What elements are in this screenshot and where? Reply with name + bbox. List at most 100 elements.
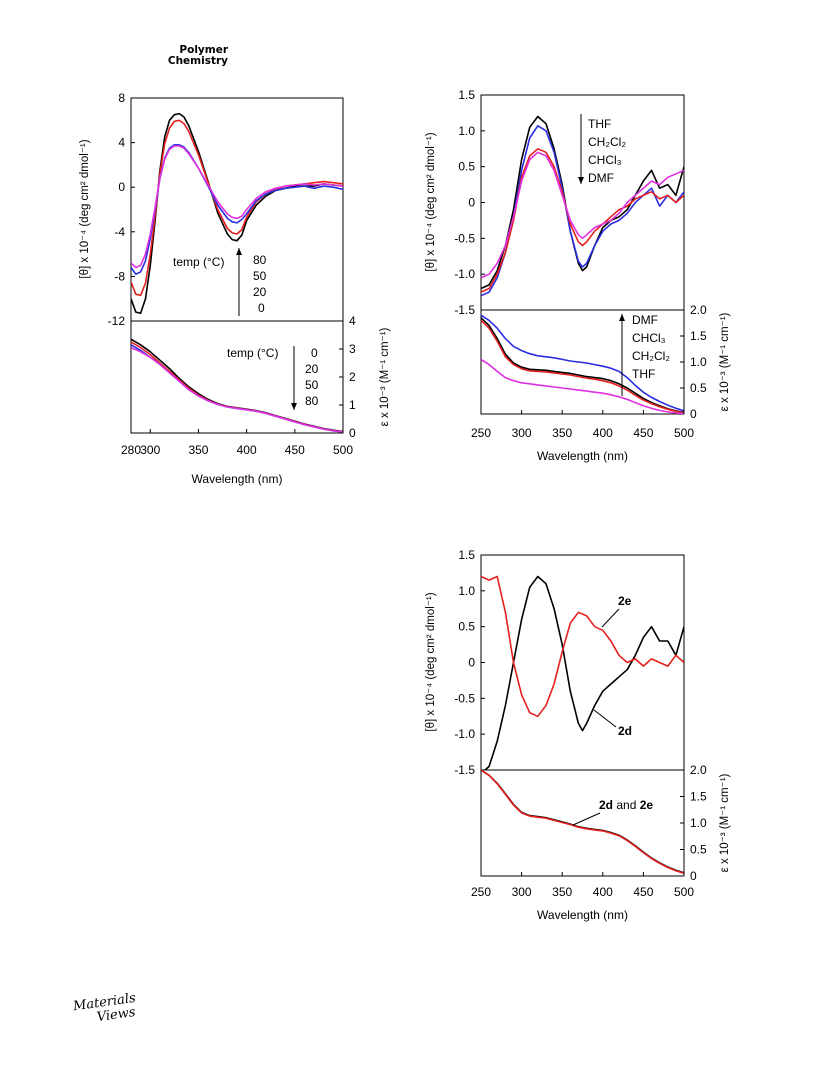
fig-a-cd-series — [131, 112, 343, 314]
fig-c-uv-label-2d: 2d — [599, 798, 613, 812]
fig-c-uv-ylabel: ε x 10⁻³ (M⁻¹ cm⁻¹) — [719, 773, 731, 872]
fig-b-cd-ytick-label: -1.0 — [454, 267, 475, 281]
fig-b-cd-solvent-item: CHCl₃ — [588, 153, 622, 167]
fig-b-cd-ytick-label: 1.0 — [458, 124, 475, 138]
fig-a-cd-ytick-label: 8 — [118, 91, 125, 105]
fig-a-xlabel: Wavelength (nm) — [192, 472, 283, 486]
fig-a-xtick-label: 350 — [188, 443, 208, 457]
fig-b-cd-series-4-line — [481, 151, 684, 279]
fig-a-uv-series — [131, 338, 343, 433]
fig-b-uv-ytick-label: 1.5 — [690, 329, 707, 343]
fig-c-cd-yticks: -1.5 -1.0 -0.5 0 0.5 1.0 1.5 — [454, 548, 485, 777]
fig-c-uv-ytick-label: 1.0 — [690, 816, 707, 830]
fig-c-uv-label: 2d and 2e — [599, 798, 653, 812]
fig-b-uv-yticks: 0 0.5 1.0 1.5 2.0 — [680, 303, 707, 421]
figure-b: -1.5 -1.0 -0.5 0 0.5 1.0 1.5 [θ] x 10⁻⁴ (deg cm… — [425, 88, 731, 463]
fig-b-uv-solvent-item: DMF — [632, 313, 658, 327]
figure-a-cd-plot: -12 -8 -4 0 4 8 [θ] x 10⁻⁴ (deg cm² dmol⁻¹) tem… — [79, 91, 344, 328]
fig-b-cd-ytick-label: -0.5 — [454, 231, 475, 245]
fig-c-label-2d-pointer — [593, 709, 617, 728]
fig-c-xtick-label: 250 — [471, 885, 491, 899]
fig-b-cd-ytick-label: 1.5 — [458, 88, 475, 102]
fig-b-cd-series — [481, 115, 684, 297]
fig-b-uv-arrow-head — [619, 314, 625, 321]
fig-a-cd-ylabel: [θ] x 10⁻⁴ (deg cm² dmol⁻¹) — [79, 139, 91, 278]
figure-a-uv-plot: 0 1 2 3 4 ε x 10⁻³ (M⁻¹ cm⁻¹) 280 300 350 400 450 5… — [121, 314, 391, 486]
fig-c-xtick-label: 300 — [512, 885, 532, 899]
fig-b-uv-ytick-label: 0.5 — [690, 381, 707, 395]
fig-a-xtick-label: 500 — [333, 443, 353, 457]
fig-a-uv-yticks: 0 1 2 3 4 — [339, 314, 356, 440]
fig-b-cd-frame — [480, 94, 685, 311]
fig-b-uv-solvent-item: CHCl₃ — [632, 331, 666, 345]
fig-b-xlabel: Wavelength (nm) — [537, 449, 628, 463]
fig-a-xticks: 280 300 350 400 450 500 — [121, 429, 353, 457]
figure-c-cd-plot: -1.5 -1.0 -0.5 0 0.5 1.0 1.5 [θ] x 10⁻⁴ (deg cm… — [425, 548, 685, 777]
figure-b-cd-plot: -1.5 -1.0 -0.5 0 0.5 1.0 1.5 [θ] x 10⁻⁴ (deg cm… — [425, 88, 685, 317]
fig-c-xlabel: Wavelength (nm) — [537, 908, 628, 922]
fig-c-uv-ytick-label: 0 — [690, 869, 697, 883]
fig-c-cd-ylabel: [θ] x 10⁻⁴ (deg cm² dmol⁻¹) — [425, 592, 437, 731]
fig-c-label-2e: 2e — [618, 594, 632, 608]
fig-c-cd-ytick-label: 0 — [468, 656, 475, 670]
fig-b-cd-series-1-line — [481, 115, 684, 290]
fig-c-uv-label-and: and — [613, 798, 640, 812]
fig-b-cd-solvent-item: CH₂Cl₂ — [588, 135, 626, 149]
fig-c-xticks: 250 300 350 400 450 500 — [471, 872, 694, 899]
fig-b-xtick-label: 450 — [633, 426, 653, 440]
fig-a-xtick-label: 280 — [121, 443, 141, 457]
fig-a-cd-series-4-line — [131, 145, 343, 269]
fig-b-uv-ytick-label: 1.0 — [690, 355, 707, 369]
fig-c-label-2d: 2d — [618, 724, 632, 738]
fig-a-uv-ytick-label: 0 — [349, 426, 356, 440]
fig-a-uv-temp-item: 20 — [305, 362, 319, 376]
fig-c-cd-ytick-label: 1.0 — [458, 584, 475, 598]
fig-a-uv-temp-item: 0 — [311, 346, 318, 360]
fig-b-cd-ytick-label: 0.5 — [458, 160, 475, 174]
fig-a-uv-frame — [130, 320, 344, 434]
fig-c-cd-ytick-label: -0.5 — [454, 691, 475, 705]
journal-name: Polymer Chemistry — [158, 45, 228, 67]
materials-views-logo: Materials Views — [72, 991, 138, 1028]
fig-c-xtick-label: 400 — [593, 885, 613, 899]
figure-c: -1.5 -1.0 -0.5 0 0.5 1.0 1.5 [θ] x 10⁻⁴ (deg cm… — [425, 548, 731, 922]
fig-b-xtick-label: 350 — [552, 426, 572, 440]
fig-b-uv-series-1-line — [481, 314, 684, 412]
journal-name-line1: Polymer — [179, 44, 228, 56]
fig-c-uv-ytick-label: 0.5 — [690, 843, 707, 857]
fig-a-xtick-label: 300 — [140, 443, 160, 457]
fig-c-cd-ytick-label: -1.5 — [454, 763, 475, 777]
fig-a-cd-temp-item: 50 — [253, 269, 267, 283]
fig-a-cd-ytick-label: -8 — [114, 269, 125, 283]
fig-b-uv-solvent-item: THF — [632, 367, 655, 381]
fig-b-uv-ytick-label: 0 — [690, 407, 697, 421]
fig-a-uv-temp-label: temp (°C) — [227, 346, 278, 360]
fig-c-uv-ytick-label: 1.5 — [690, 790, 707, 804]
fig-b-cd-solvent-item: DMF — [588, 171, 614, 185]
fig-a-cd-temp-item: 20 — [253, 285, 267, 299]
fig-b-cd-yticks: -1.5 -1.0 -0.5 0 0.5 1.0 1.5 — [454, 88, 485, 317]
fig-c-cd-ytick-label: 0.5 — [458, 620, 475, 634]
fig-a-uv-ytick-label: 4 — [349, 314, 356, 328]
fig-b-uv-series-2-line — [481, 317, 684, 414]
fig-b-uv-series-4-line — [481, 358, 684, 414]
fig-a-cd-arrow-head — [236, 248, 242, 255]
fig-b-uv-series-3-line — [481, 319, 684, 414]
fig-a-uv-ytick-label: 3 — [349, 342, 356, 356]
fig-c-uv-series-2-line — [481, 770, 684, 875]
fig-c-cd-series — [481, 575, 684, 770]
fig-a-cd-temp-label: temp (°C) — [173, 255, 224, 269]
fig-c-uv-yticks: 0 0.5 1.0 1.5 2.0 — [680, 763, 707, 883]
fig-a-cd-temp-item: 0 — [258, 301, 265, 315]
fig-c-uv-ytick-label: 2.0 — [690, 763, 707, 777]
fig-a-cd-ytick-label: -12 — [108, 314, 126, 328]
fig-c-label-2e-pointer — [601, 608, 620, 628]
fig-a-uv-arrow-head — [291, 403, 297, 410]
fig-a-cd-series-1-line — [131, 112, 343, 314]
fig-a-uv-series-4-line — [131, 346, 343, 433]
fig-b-xtick-label: 400 — [593, 426, 613, 440]
fig-a-cd-ytick-label: 0 — [118, 180, 125, 194]
fig-b-cd-ytick-label: 0 — [468, 196, 475, 210]
fig-c-xtick-label: 450 — [633, 885, 653, 899]
fig-b-uv-solvent-item: CH₂Cl₂ — [632, 349, 670, 363]
